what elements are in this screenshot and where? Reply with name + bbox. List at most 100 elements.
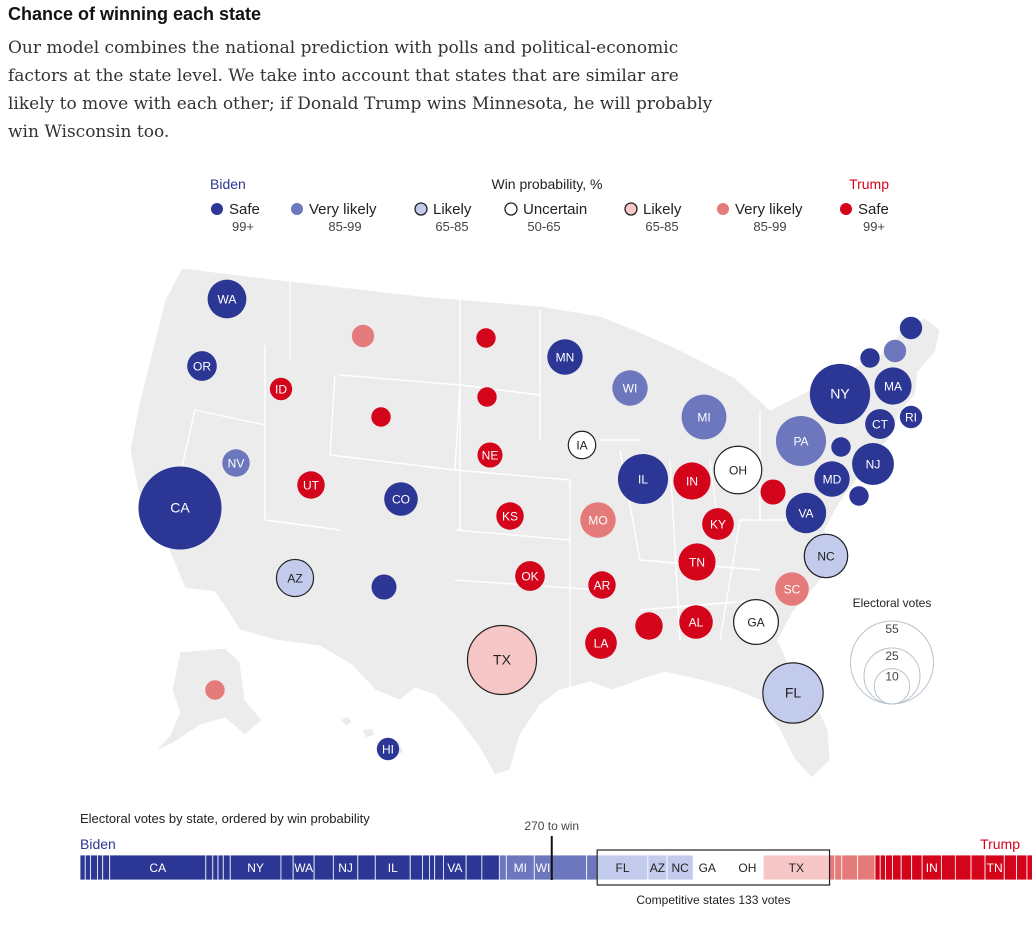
threshold-label: 270 to win bbox=[524, 819, 579, 833]
bar-segment-label: TX bbox=[789, 861, 804, 875]
size-legend-circle bbox=[873, 668, 911, 705]
size-legend-value: 25 bbox=[885, 649, 899, 663]
state-bubble bbox=[476, 328, 496, 348]
state-label-ar: AR bbox=[594, 579, 611, 593]
bar-segment-label: CA bbox=[149, 861, 166, 875]
legend-item-label: Very likely bbox=[309, 201, 377, 218]
bar-segment bbox=[879, 854, 886, 881]
bar-segment-label: WI bbox=[536, 861, 551, 875]
state-label-ca: CA bbox=[170, 500, 190, 516]
bar-segment-label: IL bbox=[388, 861, 398, 875]
state-bubble bbox=[371, 407, 391, 427]
state-bubble-nj bbox=[852, 443, 894, 485]
bar-segment bbox=[874, 854, 881, 881]
state-bubbles: WA OR ID MN WI MI NV UT CO CA NE IA IL IN OH PA NY KS MO KY… bbox=[138, 279, 923, 761]
bar-segment bbox=[222, 854, 231, 881]
bar-segment bbox=[102, 854, 111, 881]
state-bubble-tx bbox=[466, 624, 538, 696]
state-label-ga: GA bbox=[747, 616, 764, 630]
bar-segment bbox=[217, 854, 224, 881]
bar-segment-label: GA bbox=[699, 861, 716, 875]
legend-biden-label: Biden bbox=[210, 176, 246, 192]
state-label-ut: UT bbox=[303, 479, 320, 493]
bar-segment bbox=[313, 854, 334, 881]
electoral-votes-bar: Electoral votes by state, ordered by win… bbox=[79, 811, 1032, 907]
competitive-states-box bbox=[596, 849, 831, 886]
state-bubble-ok bbox=[515, 561, 545, 591]
legend-item-range: 65-85 bbox=[435, 219, 468, 234]
state-bubble-hi bbox=[376, 737, 400, 761]
bar-segment bbox=[90, 854, 98, 881]
size-legend-value: 10 bbox=[885, 670, 899, 684]
alaska-shape bbox=[154, 647, 263, 753]
state-label-az: AZ bbox=[287, 572, 302, 586]
state-bubble-co bbox=[384, 482, 418, 516]
bar-segment-label: OH bbox=[738, 861, 756, 875]
legend-swatch-very_likely_biden bbox=[291, 203, 303, 215]
bar-segment bbox=[1003, 854, 1017, 881]
state-bubble bbox=[760, 479, 786, 505]
bar-segment bbox=[498, 854, 507, 881]
state-bubble-ri bbox=[899, 405, 923, 429]
legend-item-label: Safe bbox=[229, 201, 260, 218]
bar-segment bbox=[666, 854, 694, 881]
bar-segment bbox=[109, 854, 207, 881]
bar-segment bbox=[465, 854, 483, 881]
state-label-il: IL bbox=[638, 473, 648, 487]
state-label-md: MD bbox=[823, 473, 842, 487]
bar-segment bbox=[829, 854, 836, 881]
legend-item-label: Safe bbox=[858, 201, 889, 218]
bar-segment bbox=[940, 854, 956, 881]
bar-segment bbox=[720, 854, 733, 881]
bar-segment bbox=[954, 854, 972, 881]
bar-segment bbox=[1026, 854, 1032, 881]
state-bubble-ga bbox=[732, 598, 779, 645]
state-label-hi: HI bbox=[382, 743, 394, 757]
bar-segment bbox=[205, 854, 214, 881]
state-bubble bbox=[635, 612, 663, 640]
bar-segment-label: NJ bbox=[338, 861, 353, 875]
bar-segment bbox=[97, 854, 104, 881]
bar-segment bbox=[280, 854, 294, 881]
state-bubble-ar bbox=[588, 571, 616, 599]
legend-item-range: 85-99 bbox=[328, 219, 361, 234]
bar-segment bbox=[332, 854, 359, 881]
bar-segment bbox=[586, 854, 598, 881]
state-bubble-al bbox=[679, 605, 713, 639]
bar-segment bbox=[429, 854, 436, 881]
size-legend-value: 55 bbox=[885, 622, 899, 636]
state-label-nv: NV bbox=[228, 457, 245, 471]
bar-segment bbox=[834, 854, 843, 881]
state-bubble-ny bbox=[809, 363, 871, 425]
bar-segment-label: VA bbox=[447, 861, 462, 875]
state-label-id: ID bbox=[275, 383, 287, 397]
state-label-tn: TN bbox=[689, 556, 705, 570]
legend-item-range: 99+ bbox=[863, 219, 885, 234]
state-bubble-pa bbox=[775, 415, 827, 467]
state-label-ia: IA bbox=[576, 439, 587, 453]
legend-trump-label: Trump bbox=[849, 176, 889, 192]
state-bubble-ne bbox=[477, 442, 503, 468]
state-bubble-or bbox=[187, 351, 217, 381]
bar-segment bbox=[551, 854, 588, 881]
state-bubble-mn bbox=[547, 339, 583, 375]
state-label-or: OR bbox=[193, 360, 211, 374]
state-label-pa: PA bbox=[793, 435, 808, 449]
legend-title: Win probability, % bbox=[491, 176, 602, 192]
state-bubble-ks bbox=[496, 502, 524, 530]
state-label-ky: KY bbox=[710, 518, 726, 532]
state-bubble bbox=[205, 680, 225, 700]
bar-segment bbox=[857, 854, 876, 881]
state-label-nc: NC bbox=[817, 550, 835, 564]
bar-segment bbox=[481, 854, 500, 881]
bar-segment bbox=[229, 854, 282, 881]
state-bubble-va bbox=[785, 492, 827, 534]
bar-segment bbox=[434, 854, 444, 881]
legend-item-range: 85-99 bbox=[753, 219, 786, 234]
legend-swatch-likely_biden bbox=[414, 202, 428, 216]
state-bubble-in bbox=[673, 462, 711, 500]
bar-segment bbox=[84, 854, 91, 881]
state-bubble-ut bbox=[297, 471, 325, 499]
state-bubble-la bbox=[585, 627, 617, 659]
state-label-co: CO bbox=[392, 493, 410, 507]
